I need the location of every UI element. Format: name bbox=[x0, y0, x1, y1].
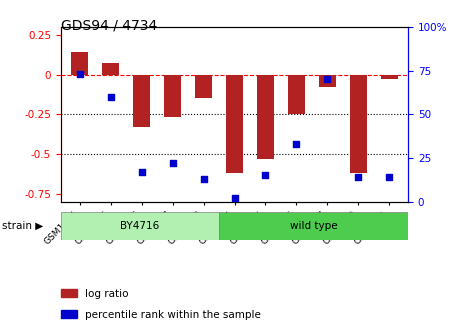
Bar bbox=[71, 52, 88, 75]
Text: log ratio: log ratio bbox=[85, 289, 129, 299]
Bar bbox=[381, 75, 398, 79]
Bar bbox=[350, 75, 367, 173]
Point bbox=[107, 94, 114, 99]
Bar bbox=[257, 75, 274, 159]
Text: wild type: wild type bbox=[289, 221, 337, 231]
Point bbox=[200, 176, 207, 181]
Point bbox=[169, 161, 176, 166]
Point bbox=[231, 196, 238, 201]
Bar bbox=[61, 310, 76, 318]
Bar bbox=[61, 289, 76, 297]
Bar bbox=[102, 64, 119, 75]
Point bbox=[138, 169, 145, 175]
Point bbox=[262, 173, 269, 178]
Point bbox=[324, 77, 331, 82]
Text: GDS94 / 4734: GDS94 / 4734 bbox=[61, 18, 157, 33]
Point bbox=[355, 174, 362, 180]
Bar bbox=[133, 75, 150, 127]
Bar bbox=[61, 212, 219, 240]
Bar bbox=[164, 75, 181, 117]
Text: BY4716: BY4716 bbox=[120, 221, 159, 231]
Text: strain ▶: strain ▶ bbox=[2, 221, 44, 231]
Point bbox=[293, 141, 300, 146]
Point bbox=[76, 71, 83, 77]
Bar bbox=[319, 75, 336, 87]
Bar bbox=[226, 75, 243, 173]
Bar bbox=[288, 75, 305, 114]
Point bbox=[386, 174, 393, 180]
Bar bbox=[195, 75, 212, 98]
Text: percentile rank within the sample: percentile rank within the sample bbox=[85, 310, 261, 320]
Bar bbox=[219, 212, 408, 240]
